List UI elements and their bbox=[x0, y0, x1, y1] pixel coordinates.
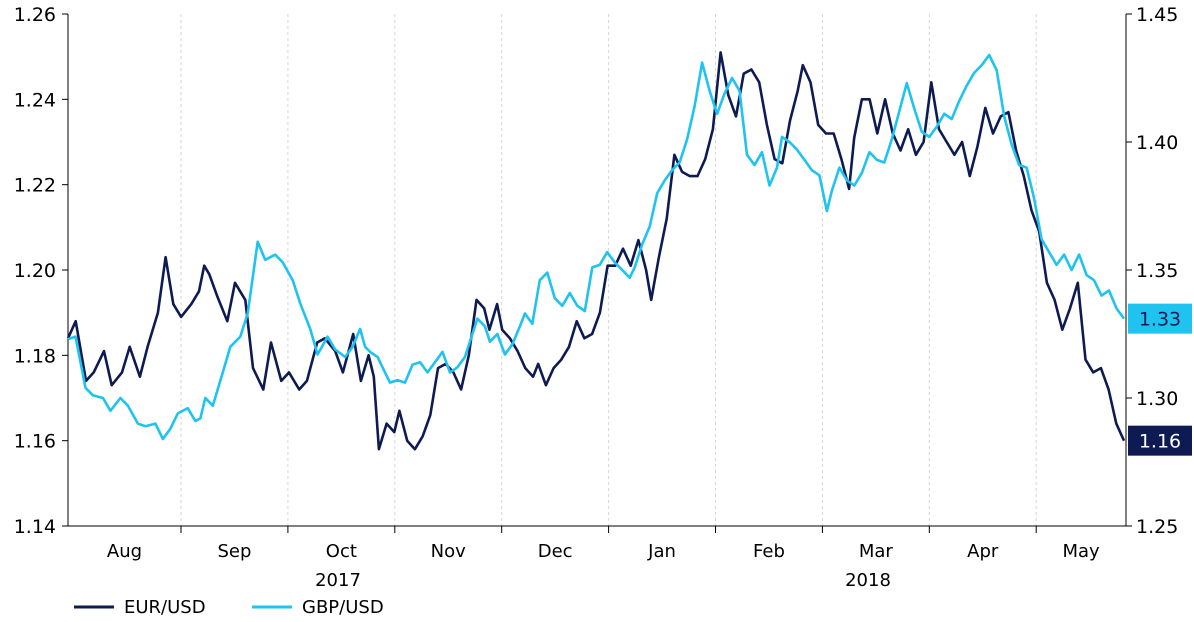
axis-labels: 1.14 1.16 1.18 1.20 1.22 1.24 1.26 1.25 1.30 1.35… bbox=[14, 4, 1192, 591]
last-value-badge-bg bbox=[1128, 425, 1192, 456]
x-month-label: May bbox=[1062, 541, 1100, 562]
legend-item: EUR/USD bbox=[74, 597, 206, 618]
last-value-badge: 1.33 bbox=[1128, 303, 1192, 334]
last-value-label: 1.16 bbox=[1139, 431, 1181, 453]
left-y-tick-label: 1.22 bbox=[14, 175, 56, 197]
series-line-gbp-usd bbox=[67, 53, 1126, 441]
vertical-gridlines bbox=[180, 14, 1037, 526]
x-month-label: Dec bbox=[538, 541, 573, 562]
x-month-label: Jan bbox=[647, 541, 676, 562]
last-value-label: 1.33 bbox=[1139, 309, 1181, 331]
legend-label: EUR/USD bbox=[124, 597, 206, 618]
x-month-label: Mar bbox=[859, 541, 894, 562]
legend: EUR/USD GBP/USD bbox=[74, 597, 384, 618]
left-y-tick-label: 1.16 bbox=[14, 431, 56, 453]
axes bbox=[62, 13, 1132, 533]
x-month-label: Sep bbox=[217, 541, 251, 562]
x-year-label: 2017 bbox=[315, 570, 361, 591]
series-line-eur-usd bbox=[66, 51, 1126, 451]
right-y-tick-label: 1.40 bbox=[1136, 132, 1178, 154]
x-month-label: Oct bbox=[326, 541, 357, 562]
right-y-tick-label: 1.35 bbox=[1136, 260, 1178, 282]
x-year-label: 2018 bbox=[845, 570, 891, 591]
series-lines bbox=[66, 51, 1126, 451]
legend-label: GBP/USD bbox=[302, 597, 384, 618]
left-y-tick-label: 1.20 bbox=[14, 260, 56, 282]
legend-item: GBP/USD bbox=[252, 597, 384, 618]
x-month-label: Nov bbox=[431, 541, 466, 562]
x-month-label: Apr bbox=[967, 541, 999, 562]
x-month-label: Aug bbox=[107, 541, 142, 562]
left-y-tick-label: 1.26 bbox=[14, 4, 56, 26]
right-y-tick-label: 1.45 bbox=[1136, 4, 1178, 26]
left-y-tick-label: 1.18 bbox=[14, 345, 56, 367]
x-month-label: Feb bbox=[753, 541, 785, 562]
left-y-tick-label: 1.14 bbox=[14, 516, 56, 538]
left-y-tick-label: 1.24 bbox=[14, 89, 56, 111]
right-y-tick-label: 1.25 bbox=[1136, 516, 1178, 538]
last-value-badge: 1.16 bbox=[1128, 425, 1192, 456]
right-y-tick-label: 1.30 bbox=[1136, 388, 1178, 410]
last-value-badge-bg bbox=[1128, 303, 1192, 334]
